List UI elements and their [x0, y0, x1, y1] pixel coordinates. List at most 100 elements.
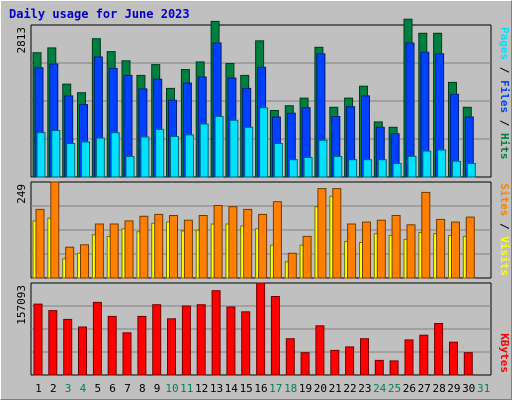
x-tick-label-day-30: 30: [462, 382, 475, 395]
bar-pages-day-12: [199, 123, 209, 178]
bar-pages-day-11: [184, 134, 194, 178]
bar-kbytes-day-7: [122, 332, 132, 376]
bar-pages-day-23: [363, 159, 372, 178]
x-tick-label-day-20: 20: [314, 382, 327, 395]
bar-kbytes-day-14: [226, 306, 236, 376]
bar-pages-day-18: [288, 159, 298, 178]
legend-files: Files: [498, 80, 511, 113]
bar-sites-day-2: [50, 181, 60, 279]
x-tick-label-day-13: 13: [210, 382, 223, 395]
x-tick-label-day-1: 1: [35, 382, 42, 395]
bar-sites-day-21: [332, 188, 342, 279]
bar-pages-day-7: [125, 156, 135, 178]
bar-sites-day-3: [65, 246, 75, 279]
bar-kbytes-day-28: [434, 323, 444, 376]
bar-kbytes-day-3: [63, 318, 73, 376]
bar-pages-day-5: [95, 137, 105, 178]
x-tick-label-day-5: 5: [94, 382, 101, 395]
bar-sites-day-26: [406, 224, 416, 279]
x-tick-label-day-11: 11: [180, 382, 193, 395]
x-tick-label-day-16: 16: [254, 382, 267, 395]
x-tick-label-day-21: 21: [329, 382, 342, 395]
x-tick-label-day-14: 14: [225, 382, 239, 395]
bar-pages-day-1: [36, 132, 46, 178]
bar-kbytes-day-21: [330, 349, 340, 376]
x-tick-label-day-10: 10: [165, 382, 178, 395]
legend-pages: Pages: [498, 27, 511, 60]
bar-pages-day-8: [140, 136, 150, 178]
bar-sites-day-15: [243, 208, 253, 279]
bar-sites-day-12: [198, 215, 208, 279]
bar-kbytes-day-11: [181, 305, 191, 376]
bar-sites-day-1: [35, 208, 45, 279]
bar-pages-day-22: [348, 159, 358, 178]
x-tick-label-day-28: 28: [432, 382, 445, 395]
x-tick-label-day-29: 29: [447, 382, 460, 395]
bar-pages-day-2: [51, 130, 61, 178]
bar-kbytes-day-23: [360, 338, 369, 376]
bar-kbytes-day-4: [78, 326, 87, 376]
x-tick-label-day-15: 15: [240, 382, 253, 395]
bar-sites-day-23: [362, 221, 371, 279]
legend-separator: /: [498, 113, 511, 133]
bar-kbytes-day-10: [167, 318, 176, 376]
bar-sites-day-13: [213, 205, 223, 279]
bar-kbytes-day-19: [300, 352, 310, 376]
x-tick-label-day-4: 4: [80, 382, 87, 395]
bar-pages-day-4: [81, 141, 90, 178]
x-tick-label-day-6: 6: [109, 382, 116, 395]
bar-kbytes-day-26: [404, 339, 414, 376]
bar-pages-day-25: [392, 163, 402, 178]
bar-pages-day-27: [422, 150, 432, 178]
x-tick-label-day-25: 25: [388, 382, 401, 395]
bar-pages-day-17: [273, 143, 283, 178]
bar-kbytes-day-22: [345, 346, 355, 376]
panel-0-y-tick-label: 2813: [15, 27, 28, 54]
x-tick-label-day-23: 23: [358, 382, 371, 395]
bar-pages-day-3: [66, 143, 76, 178]
bar-sites-day-28: [436, 218, 446, 279]
bar-sites-day-18: [287, 252, 297, 279]
bar-pages-day-28: [437, 149, 447, 178]
x-tick-label-day-24: 24: [373, 382, 387, 395]
bar-sites-day-25: [391, 215, 401, 279]
x-tick-label-day-3: 3: [65, 382, 72, 395]
bar-sites-day-10: [169, 215, 178, 279]
bar-pages-day-15: [244, 126, 254, 178]
x-tick-label-day-12: 12: [195, 382, 208, 395]
bar-kbytes-day-18: [285, 338, 295, 376]
bar-kbytes-day-1: [33, 303, 43, 376]
bar-sites-day-14: [228, 206, 238, 279]
legend-hits: Hits: [498, 133, 511, 160]
panel-2-y-tick-label: 157093: [15, 285, 28, 325]
x-tick-label-day-2: 2: [50, 382, 57, 395]
bar-pages-day-24: [377, 159, 387, 178]
bar-pages-day-9: [155, 128, 165, 178]
x-tick-label-day-8: 8: [139, 382, 146, 395]
bar-pages-day-19: [303, 157, 313, 178]
bar-sites-day-27: [421, 191, 431, 279]
bar-pages-day-21: [333, 156, 343, 178]
x-tick-label-day-26: 26: [403, 382, 416, 395]
bar-kbytes-day-27: [419, 334, 429, 376]
x-tick-label-day-7: 7: [124, 382, 131, 395]
bar-sites-day-9: [154, 213, 164, 279]
legend-visits: Visits: [498, 236, 511, 276]
bar-pages-day-14: [229, 119, 239, 178]
chart-title: Daily usage for June 2023: [9, 7, 190, 21]
bar-pages-day-10: [170, 136, 179, 178]
bar-pages-day-13: [214, 116, 224, 178]
bar-pages-day-26: [407, 156, 417, 178]
bar-kbytes-day-29: [449, 341, 458, 376]
bar-kbytes-day-12: [196, 304, 206, 376]
bar-kbytes-day-25: [389, 360, 399, 376]
x-tick-label-day-18: 18: [284, 382, 297, 395]
legend-sites: Sites: [498, 183, 511, 216]
legend-separator: /: [498, 60, 511, 80]
bar-kbytes-day-17: [270, 296, 280, 376]
x-tick-label-day-9: 9: [154, 382, 161, 395]
bar-sites-day-30: [465, 216, 475, 279]
x-tick-label-day-22: 22: [343, 382, 356, 395]
x-tick-label-day-27: 27: [418, 382, 431, 395]
